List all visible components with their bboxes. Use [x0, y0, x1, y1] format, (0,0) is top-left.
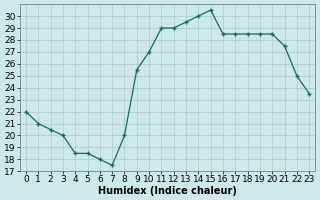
X-axis label: Humidex (Indice chaleur): Humidex (Indice chaleur) [98, 186, 237, 196]
